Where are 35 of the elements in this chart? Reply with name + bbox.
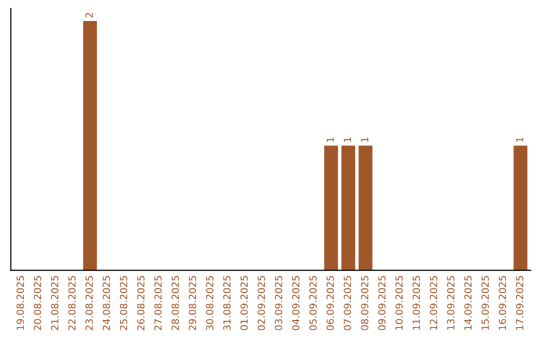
x-tick-label: 11.09.2025 <box>412 276 420 330</box>
x-tick-label: 25.08.2025 <box>120 276 128 330</box>
x-tick-label: 13.09.2025 <box>447 276 454 330</box>
x-tick-label: 09.09.2025 <box>378 276 386 330</box>
x-tick-label: 24.08.2025 <box>102 276 110 330</box>
x-tick-label: 30.08.2025 <box>206 276 214 330</box>
x-tick-label: 02.09.2025 <box>258 276 266 330</box>
data-label: 2 <box>85 12 93 18</box>
x-tick-label: 17.09.2025 <box>516 276 524 330</box>
x-tick-label: 08.09.2025 <box>360 276 368 330</box>
x-tick-label: 19.08.2025 <box>16 276 24 330</box>
x-tick-label: 31.08.2025 <box>223 276 231 330</box>
x-tick-label: 15.09.2025 <box>482 276 489 330</box>
x-tick-label: 26.08.2025 <box>137 276 144 330</box>
x-tick-label: 23.08.2025 <box>85 276 93 330</box>
x-tick-label: 06.09.2025 <box>326 276 334 330</box>
x-tick-label: 05.09.2025 <box>309 276 317 330</box>
x-tick-label: 27.08.2025 <box>154 276 162 330</box>
data-label: 1 <box>361 138 368 142</box>
x-tick-label: 01.09.2025 <box>240 276 248 330</box>
x-tick-label: 21.08.2025 <box>51 276 58 330</box>
x-tick-label: 29.08.2025 <box>188 276 196 330</box>
x-tick-label: 16.09.2025 <box>498 276 506 330</box>
data-label: 1 <box>326 138 334 142</box>
x-tick-label: 22.08.2025 <box>68 276 76 330</box>
x-tick-label: 03.09.2025 <box>274 276 282 330</box>
x-tick-label: 28.08.2025 <box>172 276 179 330</box>
data-label: 1 <box>344 138 351 142</box>
x-tick-label: 07.09.2025 <box>344 276 352 330</box>
data-label: 1 <box>516 138 524 142</box>
x-tick-label: 04.09.2025 <box>292 276 300 330</box>
x-tick-label: 14.09.2025 <box>464 276 472 330</box>
x-tick-label: 12.09.2025 <box>430 276 438 330</box>
x-tick-label: 20.08.2025 <box>34 276 42 330</box>
x-tick-label: 10.09.2025 <box>395 276 403 330</box>
